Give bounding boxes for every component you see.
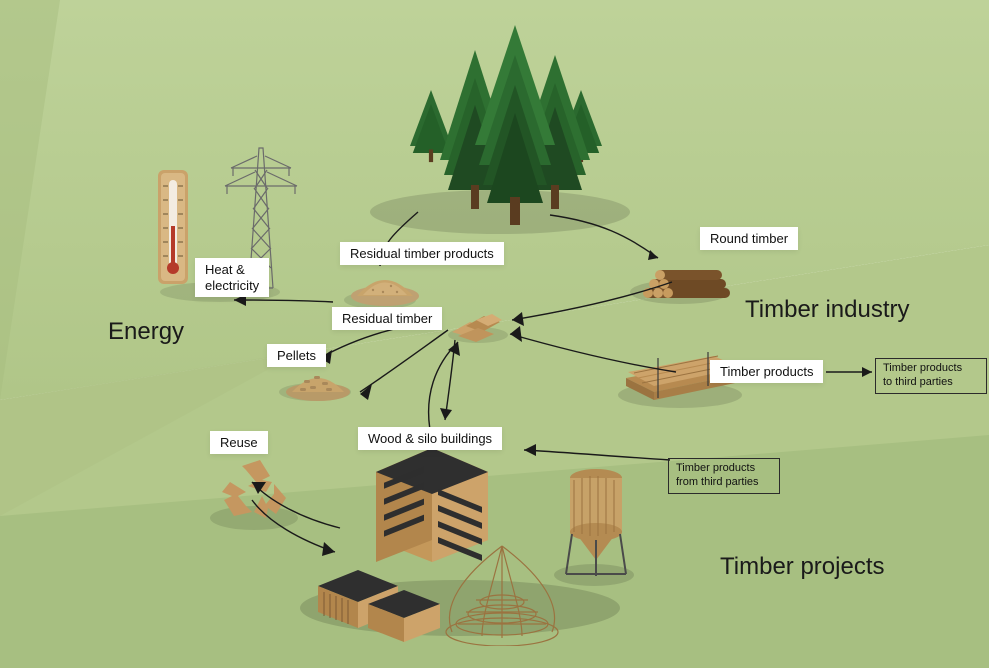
label-reuse: Reuse bbox=[210, 431, 268, 454]
label-heat-l1: Heat & bbox=[205, 262, 245, 277]
section-timber-industry: Timber industry bbox=[745, 296, 909, 324]
label-heat-electricity: Heat & electricity bbox=[195, 258, 269, 297]
label-timber-products: Timber products bbox=[710, 360, 823, 383]
label-from-third-parties: Timber products from third parties bbox=[668, 458, 780, 494]
label-round-timber: Round timber bbox=[700, 227, 798, 250]
from-third-l1: Timber products bbox=[676, 462, 755, 474]
label-heat-l2: electricity bbox=[205, 278, 259, 293]
label-residual-timber: Residual timber bbox=[332, 307, 442, 330]
diagram-stage: Energy Timber industry Timber projects R… bbox=[0, 0, 989, 668]
to-third-l1: Timber products bbox=[883, 362, 962, 374]
label-pellets: Pellets bbox=[267, 344, 326, 367]
label-wood-silo-buildings: Wood & silo buildings bbox=[358, 427, 502, 450]
label-residual-timber-products: Residual timber products bbox=[340, 242, 504, 265]
section-energy: Energy bbox=[108, 318, 184, 346]
from-third-l2: from third parties bbox=[676, 476, 759, 488]
to-third-l2: to third parties bbox=[883, 376, 953, 388]
label-to-third-parties: Timber products to third parties bbox=[875, 358, 987, 394]
section-timber-projects: Timber projects bbox=[720, 553, 884, 581]
